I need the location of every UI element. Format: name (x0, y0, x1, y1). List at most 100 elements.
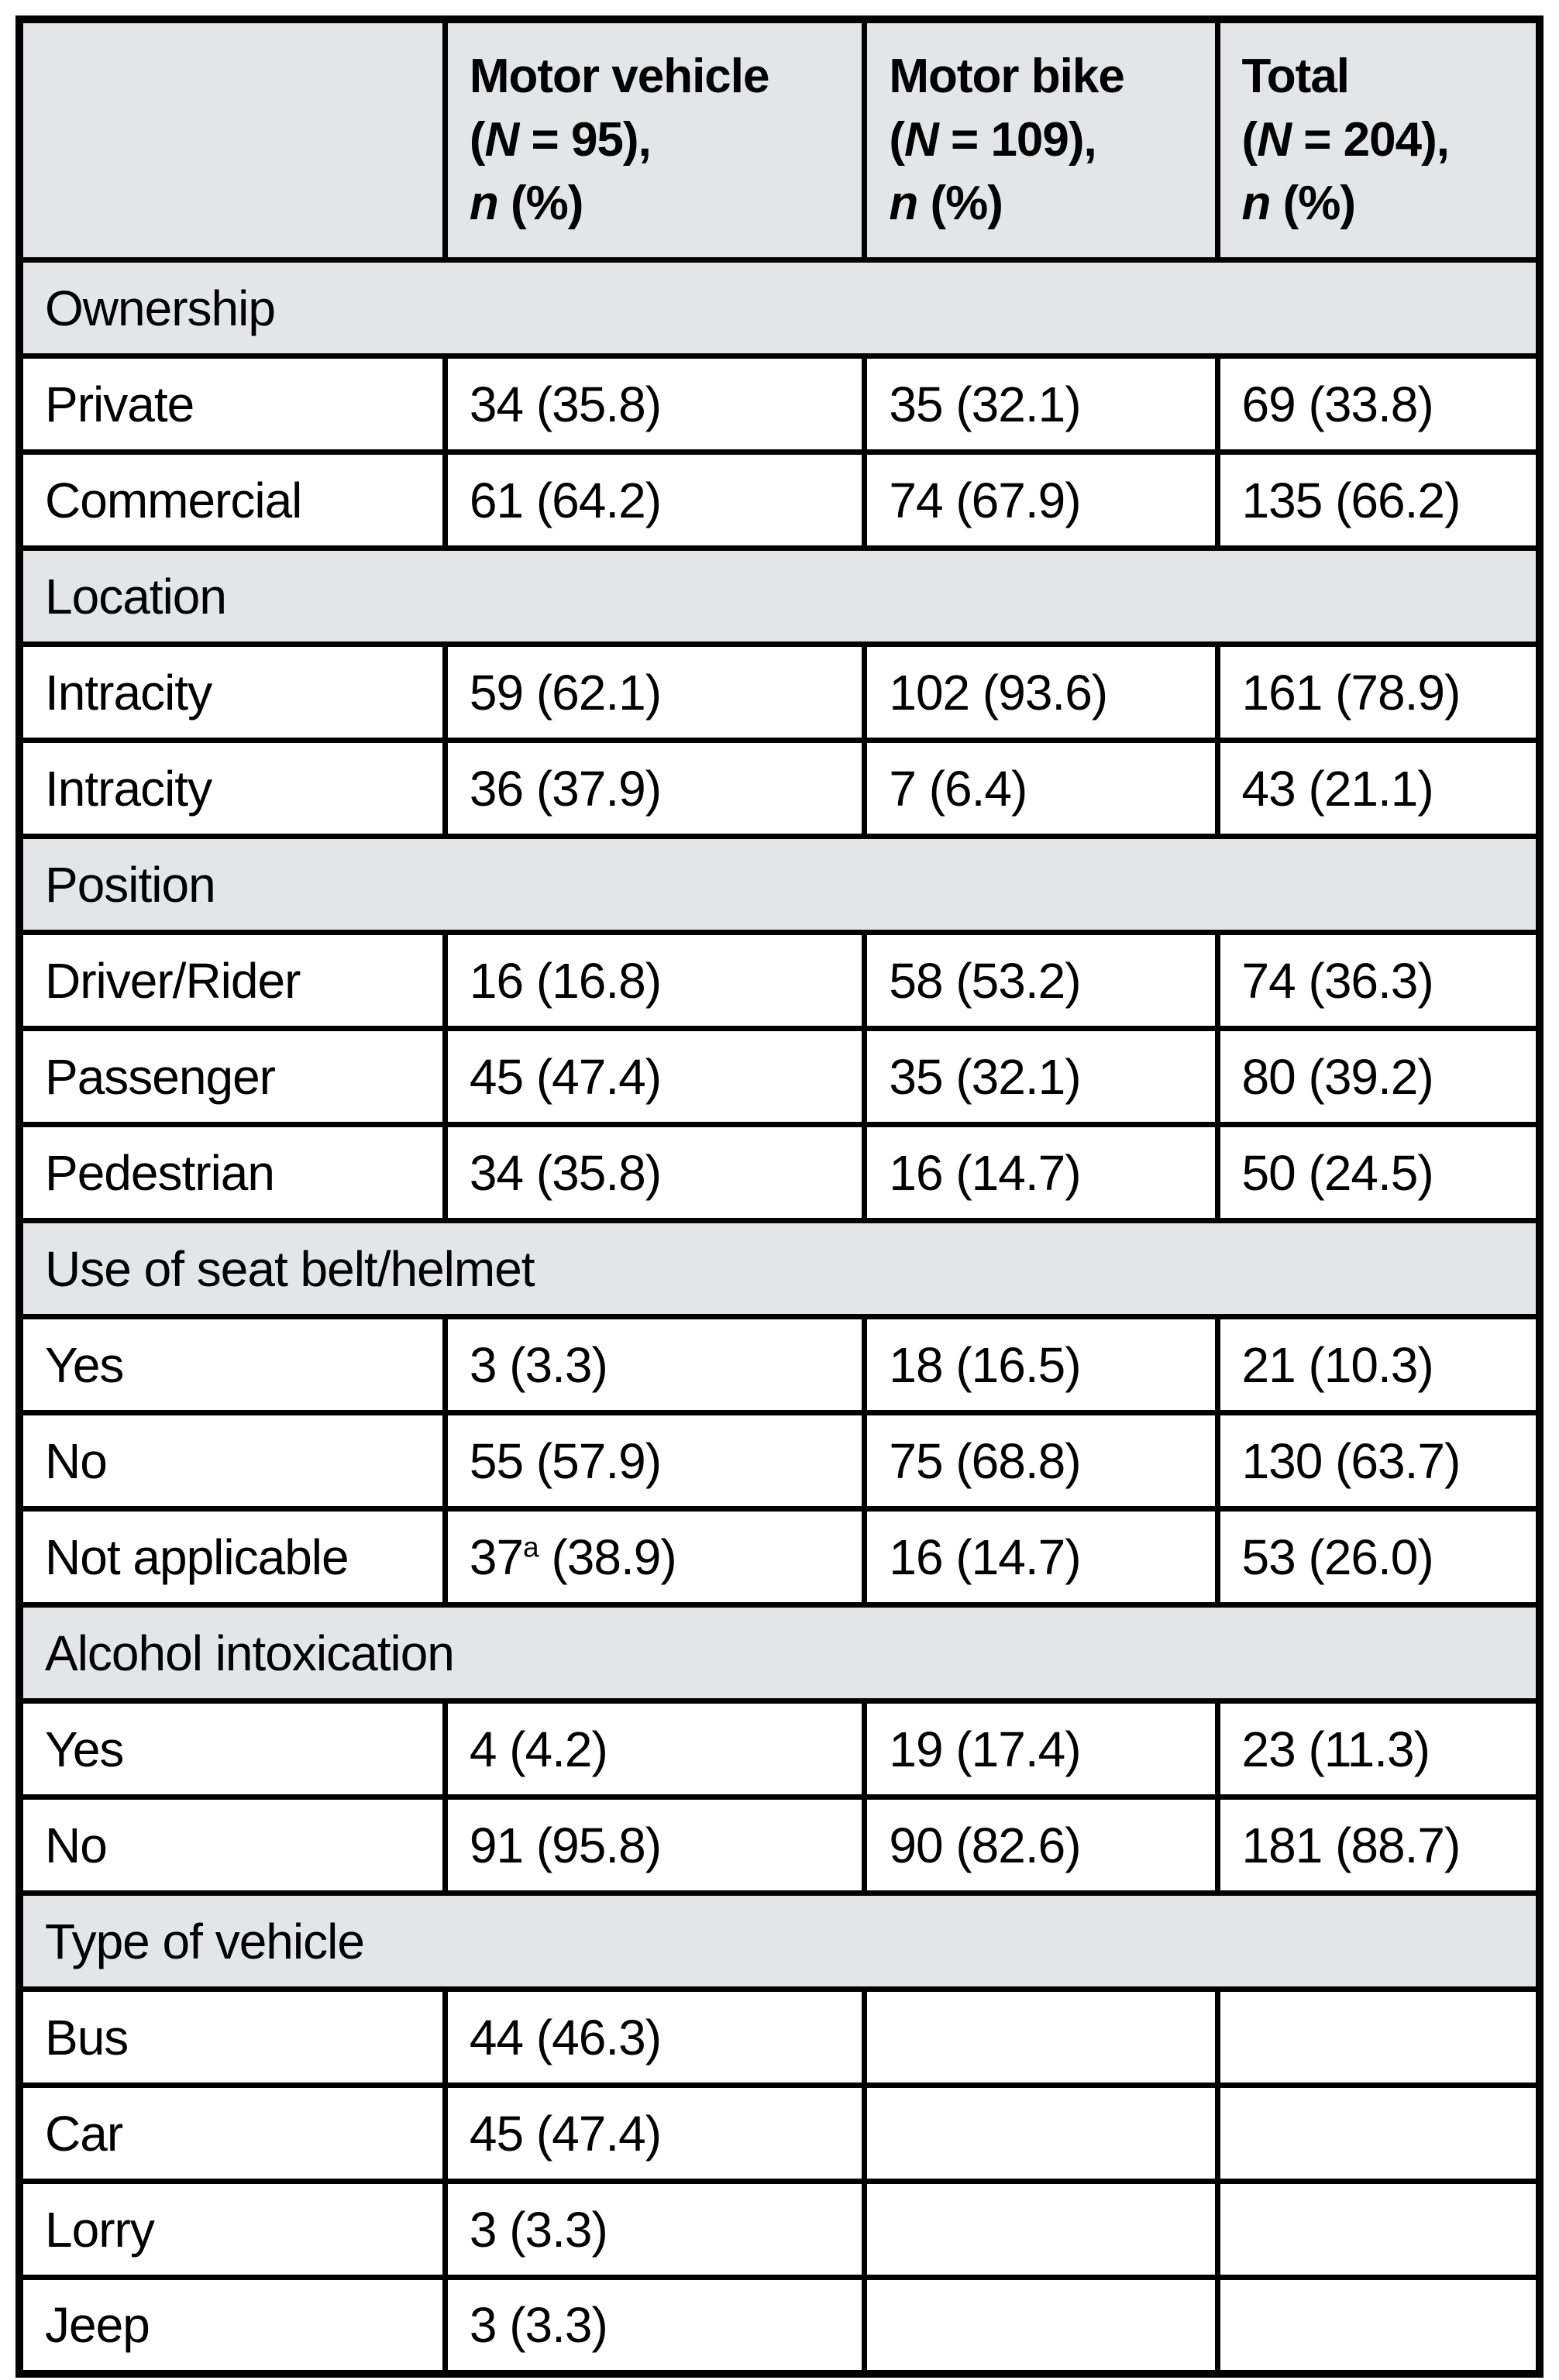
row-label: Passenger (16, 1026, 448, 1127)
value-cell: 16 (14.7) (862, 1122, 1220, 1223)
value-cell: 90 (82.6) (862, 1794, 1220, 1896)
value-cell: 23 (11.3) (1214, 1698, 1543, 1800)
section-row: Type of vehicle (16, 1890, 1543, 1992)
value-cell (1214, 2275, 1543, 2376)
row-label: Pedestrian (16, 1122, 448, 1223)
value-cell (862, 2179, 1220, 2280)
value-cell: 3 (3.3) (442, 2275, 868, 2376)
row-label: Yes (16, 1698, 448, 1800)
value-cell (1214, 2179, 1543, 2280)
row-label: Yes (16, 1314, 448, 1415)
section-row: Location (16, 545, 1543, 647)
section-row: Alcohol intoxication (16, 1602, 1543, 1704)
value-cell: 18 (16.5) (862, 1314, 1220, 1415)
value-cell: 91 (95.8) (442, 1794, 868, 1896)
section-title: Alcohol intoxication (16, 1602, 1543, 1704)
section-title: Type of vehicle (16, 1890, 1543, 1992)
value-cell: 75 (68.8) (862, 1410, 1220, 1512)
value-cell: 74 (67.9) (862, 449, 1220, 551)
value-cell: 58 (53.2) (862, 930, 1220, 1031)
table-row: Lorry 3 (3.3) (16, 2179, 1543, 2280)
value-cell: 21 (10.3) (1214, 1314, 1543, 1415)
row-label: Driver/Rider (16, 930, 448, 1031)
value-cell: 16 (16.8) (442, 930, 868, 1031)
table-row: Car 45 (47.4) (16, 2082, 1543, 2184)
value-cell: 16 (14.7) (862, 1506, 1220, 1608)
row-label: Private (16, 353, 448, 455)
value-cell: 34 (35.8) (442, 353, 868, 455)
header-row: Motor vehicle (N = 95), n (%) Motor bike (N … (16, 16, 1543, 263)
value-cell: 53 (26.0) (1214, 1506, 1543, 1608)
table-row: Driver/Rider 16 (16.8) 58 (53.2) 74 (36.3) (16, 930, 1543, 1031)
column-header: Motor bike (N = 109), n (%) (862, 16, 1220, 263)
corner-cell (16, 16, 448, 263)
value-cell: 3 (3.3) (442, 2179, 868, 2280)
value-cell: 37a (38.9) (442, 1506, 868, 1608)
value-cell: 181 (88.7) (1214, 1794, 1543, 1896)
value-cell: 45 (47.4) (442, 2082, 868, 2184)
value-cell: 45 (47.4) (442, 1026, 868, 1127)
row-label: Car (16, 2082, 448, 2184)
table-row: No 91 (95.8) 90 (82.6) 181 (88.7) (16, 1794, 1543, 1896)
row-label: Jeep (16, 2275, 448, 2376)
value-cell (862, 1986, 1220, 2088)
row-label: No (16, 1410, 448, 1512)
value-cell (862, 2082, 1220, 2184)
value-cell: 55 (57.9) (442, 1410, 868, 1512)
table-row: Pedestrian 34 (35.8) 16 (14.7) 50 (24.5) (16, 1122, 1543, 1223)
table-row: No 55 (57.9) 75 (68.8) 130 (63.7) (16, 1410, 1543, 1512)
table-row: Not applicable 37a (38.9) 16 (14.7) 53 (26.… (16, 1506, 1543, 1608)
table-row: Private 34 (35.8) 35 (32.1) 69 (33.8) (16, 353, 1543, 455)
value-cell: 59 (62.1) (442, 641, 868, 743)
column-header: Total (N = 204), n (%) (1214, 16, 1543, 263)
value-cell: 135 (66.2) (1214, 449, 1543, 551)
row-label: Not applicable (16, 1506, 448, 1608)
value-cell: 43 (21.1) (1214, 738, 1543, 839)
value-cell (862, 2275, 1220, 2376)
value-cell: 102 (93.6) (862, 641, 1220, 743)
value-cell: 35 (32.1) (862, 353, 1220, 455)
value-cell (1214, 1986, 1543, 2088)
value-cell: 130 (63.7) (1214, 1410, 1543, 1512)
value-cell: 50 (24.5) (1214, 1122, 1543, 1223)
row-label: Intracity (16, 738, 448, 839)
section-title: Position (16, 834, 1543, 935)
value-cell: 74 (36.3) (1214, 930, 1543, 1031)
row-label: Lorry (16, 2179, 448, 2280)
table-row: Yes 3 (3.3) 18 (16.5) 21 (10.3) (16, 1314, 1543, 1415)
section-title: Ownership (16, 257, 1543, 359)
table-row: Bus 44 (46.3) (16, 1986, 1543, 2088)
value-cell: 3 (3.3) (442, 1314, 868, 1415)
table-row: Yes 4 (4.2) 19 (17.4) 23 (11.3) (16, 1698, 1543, 1800)
section-row: Use of seat belt/helmet (16, 1218, 1543, 1319)
table-row: Jeep 3 (3.3) (16, 2275, 1543, 2376)
row-label: No (16, 1794, 448, 1896)
row-label: Bus (16, 1986, 448, 2088)
value-cell (1214, 2082, 1543, 2184)
value-cell: 35 (32.1) (862, 1026, 1220, 1127)
value-cell: 4 (4.2) (442, 1698, 868, 1800)
value-cell: 69 (33.8) (1214, 353, 1543, 455)
value-cell: 19 (17.4) (862, 1698, 1220, 1800)
value-cell: 61 (64.2) (442, 449, 868, 551)
row-label: Intracity (16, 641, 448, 743)
table-row: Passenger 45 (47.4) 35 (32.1) 80 (39.2) (16, 1026, 1543, 1127)
section-row: Ownership (16, 257, 1543, 359)
column-header: Motor vehicle (N = 95), n (%) (442, 16, 868, 263)
section-title: Location (16, 545, 1543, 647)
section-row: Position (16, 834, 1543, 935)
accident-characteristics-table: Motor vehicle (N = 95), n (%) Motor bike (N … (15, 15, 1544, 2378)
value-cell: 44 (46.3) (442, 1986, 868, 2088)
table-body: Ownership Private 34 (35.8) 35 (32.1) 69 (33… (16, 257, 1543, 2376)
value-cell: 80 (39.2) (1214, 1026, 1543, 1127)
value-cell: 7 (6.4) (862, 738, 1220, 839)
value-cell: 161 (78.9) (1214, 641, 1543, 743)
table-row: Intracity 36 (37.9) 7 (6.4) 43 (21.1) (16, 738, 1543, 839)
value-cell: 34 (35.8) (442, 1122, 868, 1223)
table-row: Intracity 59 (62.1) 102 (93.6) 161 (78.9) (16, 641, 1543, 743)
table-header: Motor vehicle (N = 95), n (%) Motor bike (N … (16, 16, 1543, 263)
value-cell: 36 (37.9) (442, 738, 868, 839)
table-row: Commercial 61 (64.2) 74 (67.9) 135 (66.2) (16, 449, 1543, 551)
row-label: Commercial (16, 449, 448, 551)
